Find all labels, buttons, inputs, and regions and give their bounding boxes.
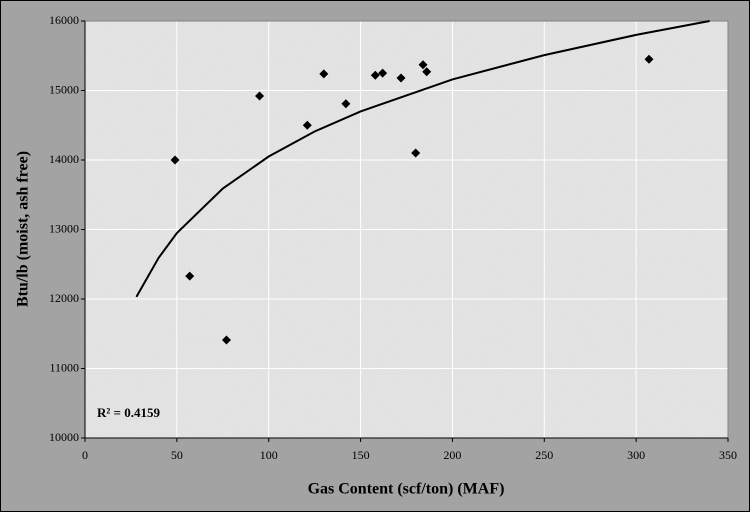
data-point [302,120,312,130]
data-point [170,155,180,165]
y-tick-label: 12000 [49,291,79,305]
x-tick-label: 50 [171,448,183,462]
data-point [255,91,265,101]
x-tick-label: 150 [352,448,370,462]
y-tick-label: 10000 [49,430,79,444]
data-point [644,54,654,64]
x-tick-label: 250 [535,448,553,462]
y-tick-label: 11000 [49,360,79,374]
data-point [319,69,329,79]
data-point [422,67,432,77]
data-point [396,73,406,83]
data-point [411,148,421,158]
x-axis-title: Gas Content (scf/ton) (MAF) [308,481,505,498]
data-point [370,70,380,80]
x-tick-label: 0 [82,448,88,462]
y-tick-label: 16000 [49,13,79,27]
r-squared: R² = 0.4159 [97,405,160,420]
x-tick-label: 300 [627,448,645,462]
y-tick-label: 14000 [49,152,79,166]
data-point [418,60,428,70]
data-point [221,335,231,345]
data-point [185,271,195,281]
x-tick-label: 200 [443,448,461,462]
x-tick-label: 350 [719,448,737,462]
data-point [378,68,388,78]
trendline [135,20,710,298]
y-tick-label: 15000 [49,82,79,96]
data-point [341,99,351,109]
y-tick-label: 13000 [49,221,79,235]
x-tick-label: 100 [260,448,278,462]
y-axis-title: Btu/lb (moist, ash free) [15,151,32,307]
